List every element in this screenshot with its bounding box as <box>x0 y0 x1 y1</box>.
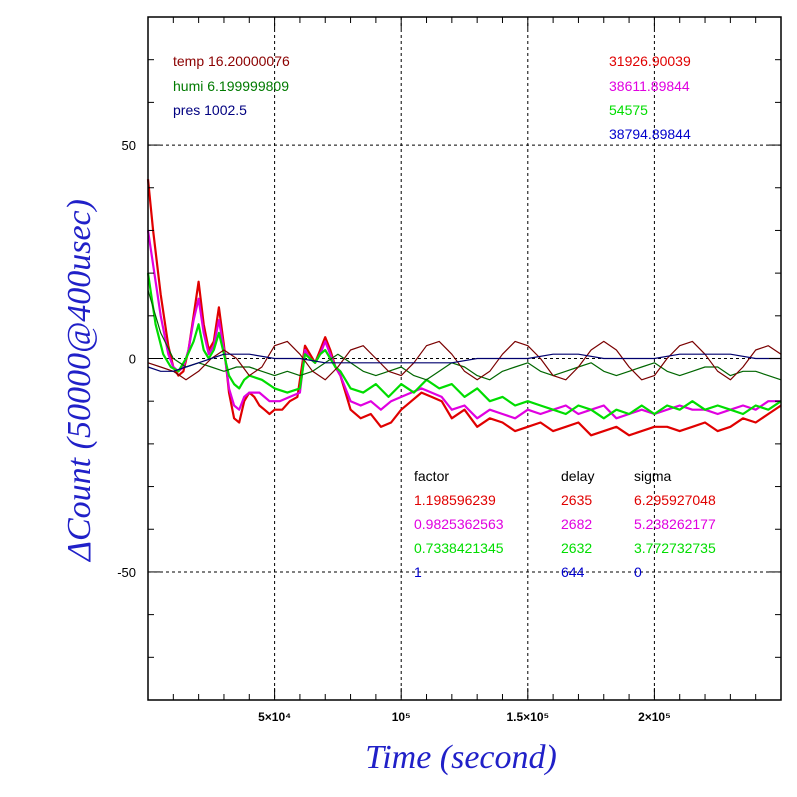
tick-labels: 5×10⁴ 10⁵ 1.5×10⁵ 2×10⁵ 50 0 -50 <box>117 138 671 724</box>
table-row-1-delay: 2635 <box>561 492 592 508</box>
table-row-4-delay: 644 <box>561 564 585 580</box>
y-tick-label-1: 0 <box>129 352 136 367</box>
x-tick-label-2: 1.5×10⁵ <box>506 710 549 724</box>
table-row-3-delay: 2632 <box>561 540 592 556</box>
series-group <box>146 179 782 437</box>
series-line-5 <box>147 340 782 381</box>
info-pres: pres 1002.5 <box>173 102 247 118</box>
series-line-2 <box>146 230 781 420</box>
table-header-sigma: sigma <box>634 468 672 484</box>
table-row-4-sigma: 0 <box>634 564 642 580</box>
info-right-4: 38794.89844 <box>609 126 691 142</box>
table-header-delay: delay <box>561 468 594 484</box>
info-humi: humi 6.199999809 <box>173 78 289 94</box>
series-line-1 <box>146 179 782 437</box>
table-row-3-sigma: 3.772732735 <box>634 540 716 556</box>
info-right-3: 54575 <box>609 102 648 118</box>
info-temp: temp 16.20000076 <box>173 53 290 69</box>
table-row-4-factor: 1 <box>414 564 422 580</box>
table-row-2-delay: 2682 <box>561 516 592 532</box>
table-row-2-sigma: 5.238262177 <box>634 516 716 532</box>
y-tick-label-2: -50 <box>117 565 136 580</box>
info-top-right: 31926.90039 38611.89844 54575 38794.8984… <box>609 53 691 142</box>
parameter-table: factor delay sigma 1.198596239 2635 6.29… <box>414 468 716 580</box>
x-tick-label-3: 2×10⁵ <box>638 710 671 724</box>
table-row-1-sigma: 6.295927048 <box>634 492 716 508</box>
x-tick-label-1: 10⁵ <box>392 710 411 724</box>
series-line-4 <box>147 290 782 381</box>
series-line-6 <box>147 353 781 372</box>
axis-ticks <box>148 17 781 700</box>
y-tick-label-0: 50 <box>122 138 136 153</box>
info-top-left: temp 16.20000076 humi 6.199999809 pres 1… <box>173 53 290 118</box>
table-header-factor: factor <box>414 468 449 484</box>
plot-frame <box>147 16 782 701</box>
series-line-3 <box>146 272 782 420</box>
x-axis-label: Time (second) <box>365 739 557 776</box>
table-row-2-factor: 0.9825362563 <box>414 516 504 532</box>
y-axis-label: ΔCount (50000@400usec) <box>61 199 98 563</box>
info-right-1: 31926.90039 <box>609 53 691 69</box>
grid-lines <box>148 17 781 700</box>
info-right-2: 38611.89844 <box>609 78 690 94</box>
table-row-3-factor: 0.7338421345 <box>414 540 504 556</box>
x-tick-label-0: 5×10⁴ <box>258 710 291 724</box>
table-row-1-factor: 1.198596239 <box>414 492 496 508</box>
